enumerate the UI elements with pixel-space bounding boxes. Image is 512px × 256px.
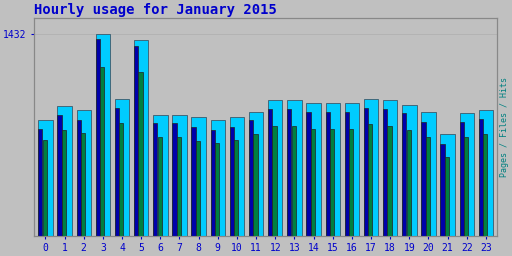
Bar <box>210 130 215 236</box>
Bar <box>96 39 100 236</box>
Bar <box>230 127 234 236</box>
Bar <box>349 129 353 236</box>
Bar <box>42 140 47 236</box>
Bar <box>287 101 302 236</box>
Bar <box>230 117 244 236</box>
Bar <box>76 110 91 236</box>
Bar <box>311 129 315 236</box>
Bar <box>407 130 411 236</box>
Bar <box>402 113 407 236</box>
Bar <box>191 117 206 236</box>
Bar <box>345 112 349 236</box>
Bar <box>425 137 430 236</box>
Bar <box>268 101 283 236</box>
Bar <box>388 126 392 236</box>
Bar <box>383 101 397 236</box>
Bar <box>62 130 66 236</box>
Bar <box>479 110 493 236</box>
Bar <box>57 115 61 236</box>
Bar <box>115 99 129 236</box>
Bar <box>81 133 85 236</box>
Bar <box>191 127 196 236</box>
Bar <box>364 99 378 236</box>
Bar <box>76 120 81 236</box>
Bar <box>158 137 162 236</box>
Bar <box>330 129 334 236</box>
Bar <box>421 122 425 236</box>
Bar <box>479 119 483 236</box>
Bar <box>134 40 148 236</box>
Bar <box>268 109 272 236</box>
Bar <box>153 115 167 236</box>
Bar <box>445 157 449 236</box>
Bar <box>364 108 368 236</box>
Bar <box>173 123 177 236</box>
Bar <box>234 140 239 236</box>
Bar <box>345 103 359 236</box>
Bar <box>100 67 104 236</box>
Bar <box>292 126 296 236</box>
Y-axis label: Pages / Files / Hits: Pages / Files / Hits <box>500 77 509 177</box>
Bar <box>249 120 253 236</box>
Bar <box>38 129 42 236</box>
Bar <box>368 124 372 236</box>
Bar <box>272 126 276 236</box>
Bar <box>421 112 436 236</box>
Bar <box>249 112 263 236</box>
Bar <box>460 122 464 236</box>
Bar <box>383 109 387 236</box>
Bar <box>196 141 200 236</box>
Bar <box>119 123 123 236</box>
Bar <box>215 143 219 236</box>
Bar <box>440 144 445 236</box>
Bar <box>115 108 119 236</box>
Bar <box>177 137 181 236</box>
Text: Hourly usage for January 2015: Hourly usage for January 2015 <box>34 3 277 17</box>
Bar <box>57 106 72 236</box>
Bar <box>326 112 330 236</box>
Bar <box>440 134 455 236</box>
Bar <box>287 109 291 236</box>
Bar <box>173 115 187 236</box>
Bar <box>138 72 143 236</box>
Bar <box>326 103 340 236</box>
Bar <box>96 34 110 236</box>
Bar <box>460 113 474 236</box>
Bar <box>483 134 487 236</box>
Bar <box>306 112 311 236</box>
Bar <box>306 103 321 236</box>
Bar <box>210 120 225 236</box>
Bar <box>153 123 157 236</box>
Bar <box>253 134 258 236</box>
Bar <box>38 120 53 236</box>
Bar <box>402 105 417 236</box>
Bar <box>134 46 138 236</box>
Bar <box>464 137 468 236</box>
